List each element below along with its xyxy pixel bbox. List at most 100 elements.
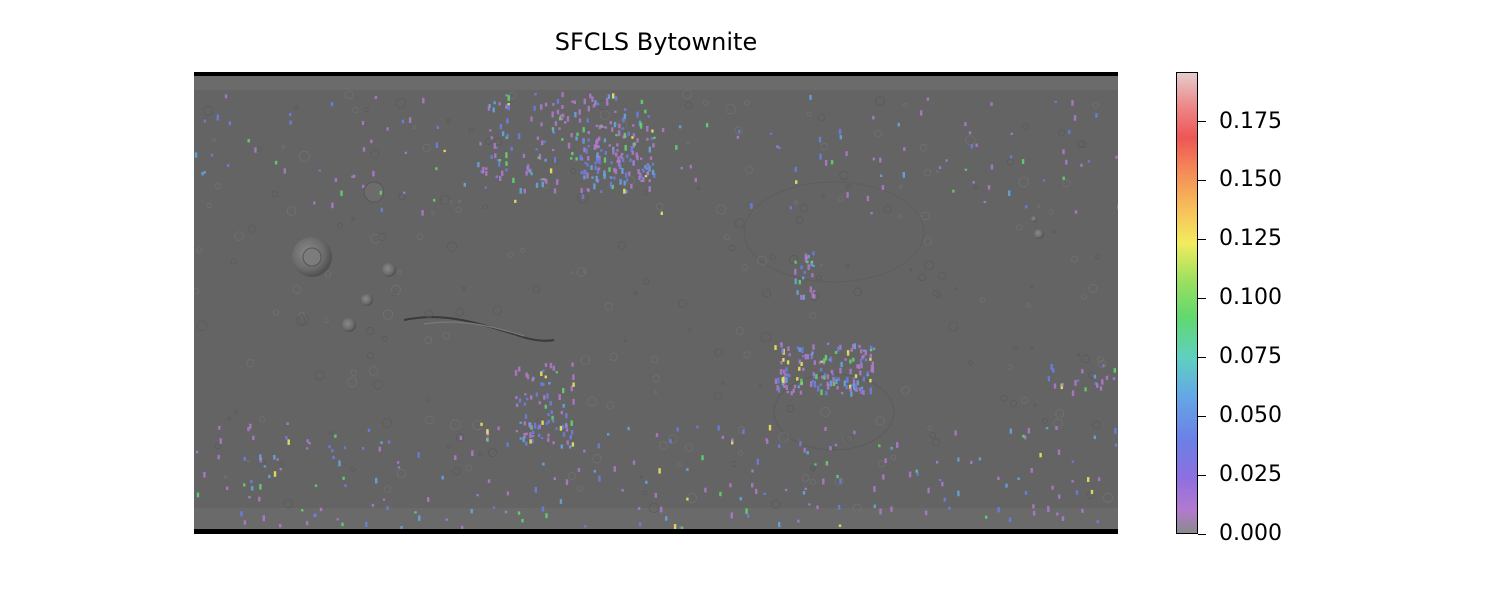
crater-texture xyxy=(817,113,825,121)
data-pixel xyxy=(519,437,522,440)
data-pixel xyxy=(811,379,815,383)
data-pixel xyxy=(1115,155,1118,159)
data-pixel xyxy=(604,151,607,155)
data-pixels xyxy=(194,92,1118,533)
data-pixel xyxy=(579,154,582,161)
data-pixel xyxy=(490,136,493,140)
data-pixel xyxy=(408,117,412,123)
data-pixel xyxy=(825,461,829,466)
data-pixel xyxy=(598,155,601,160)
data-pixel xyxy=(596,138,599,144)
data-pixel xyxy=(565,479,569,486)
data-pixel xyxy=(609,181,613,188)
data-pixel xyxy=(576,132,579,136)
data-pixel xyxy=(826,381,829,386)
crater-texture xyxy=(583,269,587,273)
data-pixel xyxy=(567,142,571,149)
data-pixel xyxy=(492,506,496,509)
data-pixel xyxy=(838,524,842,527)
data-pixel xyxy=(852,379,856,385)
data-pixel xyxy=(1032,510,1036,516)
data-pixel xyxy=(515,430,518,433)
data-pixel xyxy=(510,146,513,151)
crater-texture xyxy=(1033,403,1037,407)
data-pixel xyxy=(583,175,586,180)
data-pixel xyxy=(526,374,530,380)
crater-texture xyxy=(810,479,816,486)
data-pixel xyxy=(340,190,343,196)
data-pixel xyxy=(636,111,639,118)
data-pixel xyxy=(603,157,607,163)
data-pixel xyxy=(821,375,824,379)
data-pixel xyxy=(521,518,524,523)
crater-texture xyxy=(786,404,794,413)
data-pixel xyxy=(812,344,815,350)
data-pixel xyxy=(551,415,554,421)
data-pixel xyxy=(1022,434,1025,438)
data-pixel xyxy=(776,145,779,148)
data-pixel xyxy=(939,478,942,482)
data-pixel xyxy=(799,390,803,395)
data-pixel xyxy=(552,149,555,152)
data-pixel xyxy=(571,362,574,367)
data-pixel xyxy=(869,353,872,359)
crater-texture xyxy=(809,312,817,320)
data-pixel xyxy=(952,189,955,193)
data-pixel xyxy=(872,157,875,161)
data-pixel xyxy=(739,497,742,501)
data-pixel xyxy=(219,438,222,445)
crater-texture xyxy=(903,102,907,107)
data-pixel xyxy=(632,160,635,166)
data-pixel xyxy=(367,428,371,433)
data-pixel xyxy=(660,211,663,215)
data-pixel xyxy=(626,154,629,158)
data-pixel xyxy=(1053,383,1057,389)
data-pixel xyxy=(542,462,545,466)
crater-texture xyxy=(677,462,682,467)
crater-texture xyxy=(1098,360,1107,369)
data-pixel xyxy=(853,383,856,390)
data-pixel xyxy=(816,505,819,510)
data-pixel xyxy=(786,360,790,365)
data-pixel xyxy=(778,146,781,150)
data-pixel xyxy=(559,425,563,431)
data-pixel xyxy=(819,153,822,160)
crater-texture xyxy=(820,406,831,417)
crater-texture xyxy=(901,386,910,395)
data-pixel xyxy=(289,120,292,125)
data-pixel xyxy=(869,387,873,391)
data-pixel xyxy=(529,439,532,444)
crater-texture xyxy=(1037,204,1041,208)
data-pixel xyxy=(306,439,309,443)
data-pixel xyxy=(263,465,267,468)
crater-texture xyxy=(807,112,812,117)
data-pixel xyxy=(378,446,381,452)
data-pixel xyxy=(344,484,347,488)
data-pixel xyxy=(719,491,722,497)
data-pixel xyxy=(580,171,583,175)
data-pixel xyxy=(251,486,254,491)
crater-texture xyxy=(1092,102,1099,109)
data-pixel xyxy=(574,111,577,118)
data-pixel xyxy=(1009,155,1013,159)
data-pixel xyxy=(1093,374,1097,379)
crater-texture xyxy=(323,317,329,323)
data-pixel xyxy=(860,349,863,354)
crater-texture xyxy=(488,448,498,457)
data-pixel xyxy=(798,366,801,371)
data-pixel xyxy=(800,265,803,270)
data-pixel xyxy=(802,294,805,300)
data-pixel xyxy=(846,376,849,383)
crater-texture xyxy=(1009,399,1017,408)
data-pixel xyxy=(632,124,635,127)
colorbar-tick-mark xyxy=(1198,179,1206,181)
data-pixel xyxy=(400,526,403,532)
data-pixel xyxy=(572,399,575,405)
crater-texture xyxy=(214,443,221,450)
data-pixel xyxy=(243,483,246,487)
data-pixel xyxy=(1058,494,1061,499)
data-pixel xyxy=(896,442,899,448)
data-pixel xyxy=(651,169,655,175)
data-pixel xyxy=(642,177,645,182)
data-pixel xyxy=(824,354,828,361)
